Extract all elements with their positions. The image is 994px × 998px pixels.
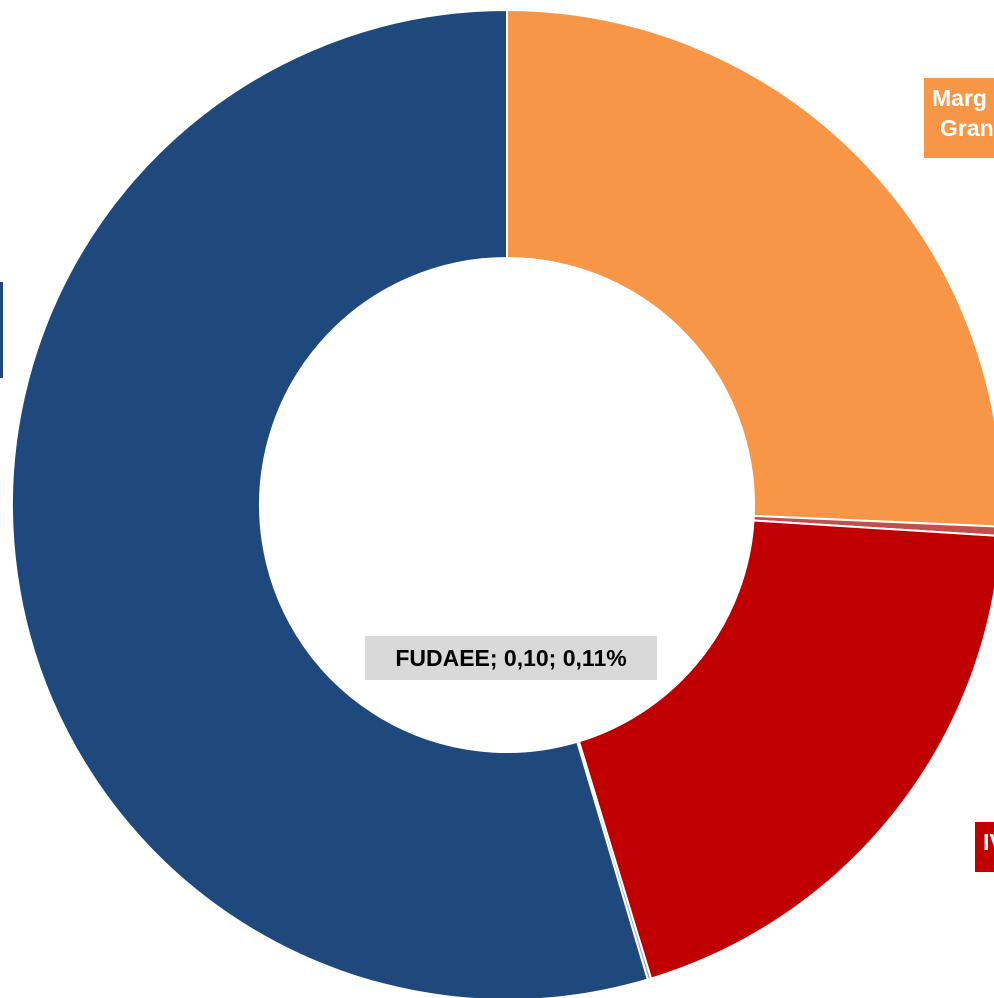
slice-label-box [975, 822, 994, 872]
slice-label-text: IV [983, 829, 994, 855]
slice-label-text: Gran [940, 115, 994, 141]
slice-labels: Marg Gran IV FUDAEE; 0,10; 0,11% [365, 78, 994, 872]
slice-label-text: FUDAEE; 0,10; 0,11% [395, 645, 626, 671]
left-edge-label-fragment [0, 282, 3, 378]
slice-segment-4 [11, 8, 650, 998]
slice-label-text: Marg [932, 85, 987, 111]
slice-label-iva: IV [975, 822, 994, 872]
slice-label-margen-gran: Marg Gran [924, 78, 994, 158]
slice-label-box [924, 78, 994, 158]
slice-label-box [365, 636, 657, 680]
donut-slices [11, 8, 994, 998]
slice-margen-gran [506, 8, 994, 528]
slice-iva [577, 519, 994, 980]
slice-label-fudaee: FUDAEE; 0,10; 0,11% [365, 636, 657, 680]
